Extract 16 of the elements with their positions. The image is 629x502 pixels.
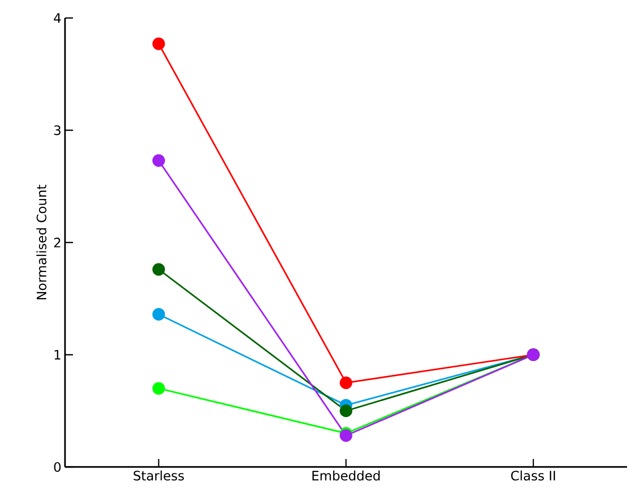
y-tick-label: 2: [54, 238, 60, 248]
x-tick-label: Starless: [134, 470, 184, 481]
y-tick-label: 4: [54, 13, 61, 23]
y-tick-label: 1: [54, 350, 60, 360]
point: [340, 404, 352, 418]
y-tick-label: 3: [54, 125, 60, 136]
point: [152, 38, 165, 50]
y-axis-title: Normalised Count: [36, 184, 46, 300]
point: [152, 382, 165, 395]
point: [152, 308, 165, 321]
point: [152, 154, 165, 167]
point: [340, 376, 352, 390]
x-tick-label: Embedded: [312, 470, 380, 481]
x-tick-label: Class II: [511, 470, 555, 481]
point: [152, 263, 165, 276]
y-tick-label: 0: [54, 462, 61, 472]
